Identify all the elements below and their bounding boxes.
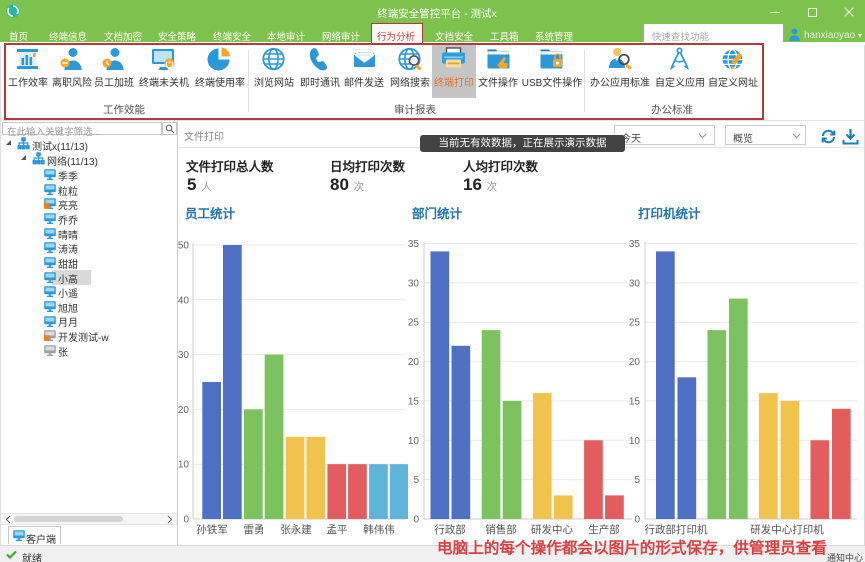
svg-text:10: 10 (408, 436, 420, 447)
svg-text:20: 20 (178, 405, 189, 416)
svg-text:5: 5 (634, 475, 640, 486)
svg-text:30: 30 (629, 278, 641, 289)
svg-text:30: 30 (408, 278, 420, 289)
svg-text:张永建: 张永建 (280, 523, 312, 536)
svg-text:30: 30 (178, 350, 189, 361)
svg-text:0: 0 (634, 515, 640, 526)
svg-text:50: 50 (178, 241, 189, 252)
svg-text:生产部: 生产部 (588, 523, 620, 536)
svg-text:行政部打印机: 行政部打印机 (645, 523, 708, 536)
svg-text:35: 35 (408, 239, 420, 250)
svg-text:10: 10 (629, 436, 641, 447)
svg-text:10: 10 (178, 460, 189, 471)
svg-text:雷勇: 雷勇 (244, 524, 265, 536)
svg-text:0: 0 (183, 515, 189, 526)
svg-text:研发中心: 研发中心 (531, 523, 573, 536)
svg-text:15: 15 (408, 396, 420, 407)
svg-text:行政部: 行政部 (434, 523, 466, 536)
svg-text:0: 0 (413, 515, 419, 526)
svg-text:15: 15 (629, 396, 641, 407)
svg-text:40: 40 (178, 295, 189, 306)
svg-text:25: 25 (408, 318, 420, 329)
svg-text:5: 5 (413, 475, 419, 486)
svg-text:25: 25 (629, 318, 641, 329)
svg-text:孙铁军: 孙铁军 (196, 523, 228, 536)
svg-text:销售部: 销售部 (485, 523, 517, 536)
svg-text:35: 35 (629, 239, 641, 250)
svg-text:20: 20 (629, 357, 641, 368)
svg-text:20: 20 (408, 357, 420, 368)
svg-text:孟平: 孟平 (327, 524, 348, 536)
svg-text:研发中心打印机: 研发中心打印机 (750, 523, 824, 536)
svg-text:韩伟伟: 韩伟伟 (363, 523, 395, 536)
